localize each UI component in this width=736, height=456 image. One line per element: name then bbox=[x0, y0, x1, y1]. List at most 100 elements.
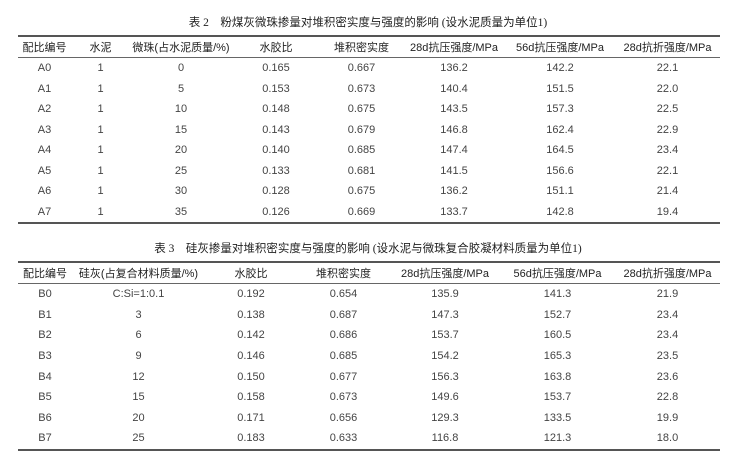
table-3-caption: 表 3 硅灰掺量对堆积密实度与强度的影响 (设水泥与微珠复合胶凝材料质量为单位1… bbox=[154, 243, 582, 255]
table-cell: 0.148 bbox=[262, 103, 290, 116]
table-cell: B4 bbox=[38, 370, 52, 383]
column-header: 水胶比 bbox=[234, 268, 268, 280]
table-row: A6 1 30 0.128 0.675 136.2 151.1 21.4 bbox=[18, 181, 720, 202]
table-cell: B2 bbox=[38, 329, 52, 342]
table-cell: 133.5 bbox=[543, 411, 572, 424]
table-cell: B6 bbox=[38, 411, 52, 424]
table-cell: 0.138 bbox=[237, 308, 265, 321]
table-cell: 162.4 bbox=[546, 123, 574, 136]
table-cell: 116.8 bbox=[431, 432, 459, 445]
table-cell: B1 bbox=[38, 308, 52, 321]
table-row: A1 1 5 0.153 0.673 140.4 151.5 22.0 bbox=[18, 79, 720, 100]
table-row: B7 25 0.183 0.633 116.8 121.3 18.0 bbox=[18, 428, 720, 450]
table-cell: 1 bbox=[97, 144, 104, 157]
table-cell: 164.5 bbox=[546, 144, 574, 157]
table-cell: 22.1 bbox=[656, 62, 679, 75]
table-2: 配比编号 水泥 微珠(占水泥质量/%) 水胶比 堆积密实度 28d抗压强度/MPa 56d抗… bbox=[18, 35, 720, 224]
column-header: 微珠(占水泥质量/%) bbox=[132, 42, 230, 54]
table-cell: 0.158 bbox=[237, 391, 265, 404]
table-row: A4 1 20 0.140 0.685 147.4 164.5 23.4 bbox=[18, 140, 720, 161]
table-cell: 15 bbox=[132, 391, 145, 404]
table-cell: 9 bbox=[135, 350, 142, 363]
table-cell: 0.685 bbox=[329, 350, 358, 363]
column-header: 水泥 bbox=[89, 42, 112, 54]
table-cell: 0.677 bbox=[329, 370, 358, 383]
table-cell: 121.3 bbox=[543, 432, 572, 445]
table-row: A0 1 0 0.165 0.667 136.2 142.2 22.1 bbox=[18, 58, 720, 79]
table-cell: 147.3 bbox=[431, 308, 459, 321]
table-cell: 152.7 bbox=[543, 308, 572, 321]
table-cell: 1 bbox=[97, 164, 104, 177]
table-cell: 0.687 bbox=[329, 308, 358, 321]
table-cell: 12 bbox=[132, 370, 145, 383]
table-row: B0 C:Si=1:0.1 0.192 0.654 135.9 141.3 21.9 bbox=[18, 284, 720, 305]
table-row: A2 1 10 0.148 0.675 143.5 157.3 22.5 bbox=[18, 99, 720, 120]
table-cell: 0.673 bbox=[347, 82, 376, 95]
table-cell: A0 bbox=[37, 62, 52, 75]
table-cell: 22.5 bbox=[656, 103, 679, 116]
table-cell: 19.9 bbox=[656, 411, 679, 424]
table-cell: B0 bbox=[38, 288, 52, 301]
table-cell: 0.146 bbox=[237, 350, 265, 363]
table-cell: A6 bbox=[37, 185, 52, 198]
table-cell: 151.1 bbox=[546, 185, 574, 198]
table-row: B1 3 0.138 0.687 147.3 152.7 23.4 bbox=[18, 305, 720, 326]
table-cell: 153.7 bbox=[543, 391, 572, 404]
table-cell: 0.685 bbox=[347, 144, 376, 157]
table-cell: 0.150 bbox=[237, 370, 265, 383]
table-cell: 163.8 bbox=[543, 370, 572, 383]
table-cell: 149.6 bbox=[431, 391, 459, 404]
table-cell: 22.8 bbox=[656, 391, 679, 404]
table-cell: 19.4 bbox=[656, 205, 679, 218]
table-cell: 21.9 bbox=[656, 288, 679, 301]
column-header: 28d抗压强度/MPa bbox=[409, 42, 499, 54]
table-cell: 22.0 bbox=[656, 82, 679, 95]
table-cell: A5 bbox=[37, 164, 52, 177]
table-cell: 142.8 bbox=[546, 205, 574, 218]
table-cell: 0.675 bbox=[347, 185, 376, 198]
table-cell: 141.3 bbox=[543, 288, 572, 301]
table-cell: 141.5 bbox=[440, 164, 468, 177]
table-row: A5 1 25 0.133 0.681 141.5 156.6 22.1 bbox=[18, 161, 720, 182]
table-cell: 0.681 bbox=[347, 164, 376, 177]
table-cell: 0.669 bbox=[347, 205, 376, 218]
table-cell: 147.4 bbox=[440, 144, 468, 157]
table-cell: 0 bbox=[177, 62, 185, 75]
table-3: 配比编号 硅灰(占复合材料质量/%) 水胶比 堆积密实度 28d抗压强度/MPa 56d抗… bbox=[18, 261, 720, 451]
table-cell: 23.4 bbox=[656, 329, 679, 342]
table-cell: 154.2 bbox=[431, 350, 459, 363]
table-cell: 1 bbox=[97, 123, 104, 136]
table-cell: 156.3 bbox=[431, 370, 459, 383]
table-header-row: 配比编号 硅灰(占复合材料质量/%) 水胶比 堆积密实度 28d抗压强度/MPa 56d抗… bbox=[18, 262, 720, 284]
table-cell: 140.4 bbox=[440, 82, 468, 95]
table-cell: 21.4 bbox=[656, 185, 679, 198]
table-cell: 22.1 bbox=[656, 164, 679, 177]
table-cell: 0.128 bbox=[262, 185, 290, 198]
table-cell: A4 bbox=[37, 144, 52, 157]
table-cell: 0.633 bbox=[329, 432, 358, 445]
table-cell: 157.3 bbox=[546, 103, 574, 116]
table-cell: 25 bbox=[132, 432, 145, 445]
table-cell: A7 bbox=[37, 205, 52, 218]
table-cell: 23.6 bbox=[656, 370, 679, 383]
column-header: 28d抗压强度/MPa bbox=[400, 268, 490, 280]
table-cell: 18.0 bbox=[656, 432, 679, 445]
table-cell: B5 bbox=[38, 391, 52, 404]
table-cell: 10 bbox=[174, 103, 188, 116]
table-cell: 136.2 bbox=[440, 185, 468, 198]
table-cell: 0.686 bbox=[329, 329, 358, 342]
table-row: B6 20 0.171 0.656 129.3 133.5 19.9 bbox=[18, 408, 720, 429]
table-cell: 0.171 bbox=[237, 411, 265, 424]
table-cell: 1 bbox=[97, 62, 104, 75]
table-cell: 22.9 bbox=[656, 123, 679, 136]
column-header: 56d抗压强度/MPa bbox=[513, 268, 602, 280]
table-row: B2 6 0.142 0.686 153.7 160.5 23.4 bbox=[18, 325, 720, 346]
table-cell: 156.6 bbox=[546, 164, 574, 177]
table-cell: 0.143 bbox=[262, 123, 290, 136]
table-cell: 133.7 bbox=[440, 205, 468, 218]
column-header: 28d抗折强度/MPa bbox=[623, 42, 712, 54]
table-2-caption: 表 2 粉煤灰微珠掺量对堆积密实度与强度的影响 (设水泥质量为单位1) bbox=[188, 17, 548, 29]
table-cell: 0.673 bbox=[329, 391, 358, 404]
table-cell: 6 bbox=[135, 329, 142, 342]
table-cell: 0.153 bbox=[262, 82, 290, 95]
